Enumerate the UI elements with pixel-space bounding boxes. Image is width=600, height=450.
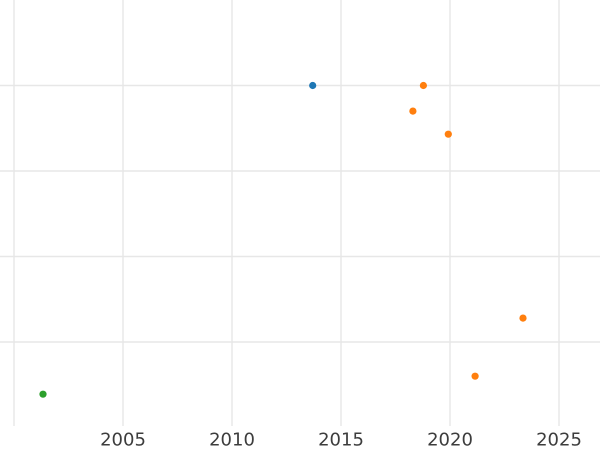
x-tick-label: 2010 bbox=[209, 430, 255, 450]
data-point-orange bbox=[419, 81, 427, 90]
data-point-orange bbox=[519, 314, 527, 322]
x-tick-label: 2005 bbox=[100, 430, 146, 450]
data-point-orange bbox=[409, 107, 417, 115]
x-tick-label: 2020 bbox=[427, 430, 473, 450]
data-point-blue bbox=[309, 81, 317, 90]
x-tick-label: 2015 bbox=[318, 430, 364, 450]
data-point-orange bbox=[471, 372, 479, 380]
data-point-green bbox=[39, 390, 47, 398]
data-point-orange bbox=[444, 130, 452, 138]
x-tick-label: 2025 bbox=[536, 430, 582, 450]
